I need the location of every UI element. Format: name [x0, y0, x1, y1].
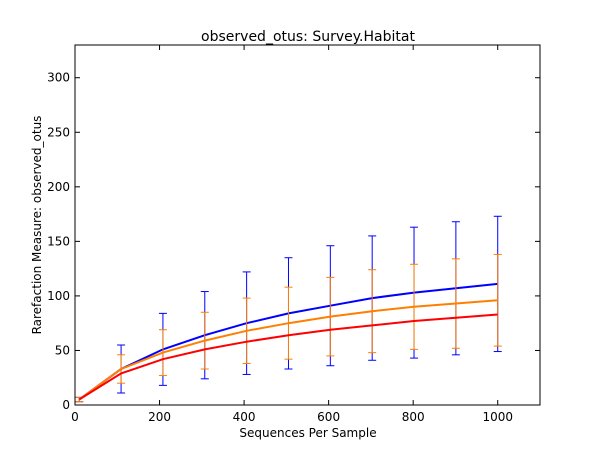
x-tick-label: 600 — [317, 410, 340, 424]
y-axis-label: Rarefaction Measure: observed_otus — [30, 116, 44, 335]
plot-area: 0 200 400 600 800 1000 0 50 100 150 200 250 300 — [47, 44, 541, 424]
y-tick-label: 200 — [47, 180, 70, 194]
y-tick-label: 0 — [62, 398, 70, 412]
x-axis-label: Sequences Per Sample — [239, 426, 376, 440]
plot-frame — [74, 44, 541, 406]
y-tick-label: 50 — [55, 343, 70, 357]
y-tick-label: 300 — [47, 71, 70, 85]
x-tick-label: 200 — [148, 410, 171, 424]
chart-title: observed_otus: Survey.Habitat — [201, 29, 415, 45]
y-tick-label: 100 — [47, 289, 70, 303]
x-tick-label: 400 — [233, 410, 256, 424]
x-tick-label: 800 — [402, 410, 425, 424]
series-2-line — [78, 313, 498, 401]
y-tick-label: 250 — [47, 125, 70, 139]
y-tick-label: 150 — [47, 234, 70, 248]
x-tick-label: 1000 — [482, 410, 513, 424]
x-tick-label: 0 — [71, 410, 79, 424]
